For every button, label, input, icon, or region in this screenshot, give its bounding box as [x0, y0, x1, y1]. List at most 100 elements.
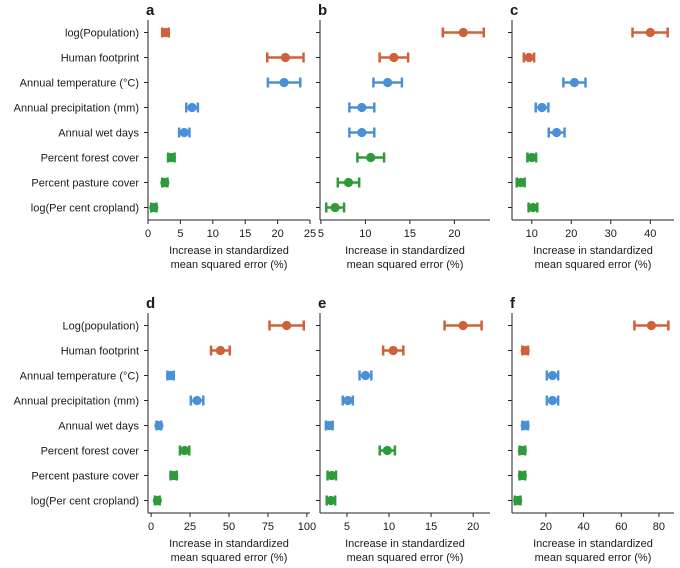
- data-point: [524, 52, 534, 63]
- data-point: [160, 27, 171, 38]
- panel-a: a log(Population) Human footprint Annual te…: [14, 2, 316, 271]
- x-tick-label: 20: [540, 521, 552, 533]
- data-point: [357, 127, 367, 138]
- x-tick-label: 75: [262, 521, 274, 533]
- panel-c: c 10 20 30 40 Increase in standardized mean sq…: [508, 2, 674, 271]
- x-tick-label: 25: [304, 228, 316, 240]
- x-tick-label: 40: [644, 228, 656, 240]
- x-axis-label: mean squared error (%): [535, 259, 652, 271]
- data-point: [458, 27, 468, 38]
- data-point: [537, 102, 547, 113]
- category-label: Annual wet days: [58, 128, 139, 140]
- category-label: Human footprint: [61, 346, 139, 358]
- x-tick-label: 15: [425, 521, 437, 533]
- panel-letter: d: [146, 295, 155, 312]
- data-point: [552, 127, 562, 138]
- data-point: [382, 445, 392, 456]
- x-axis-label: mean squared error (%): [171, 259, 288, 271]
- x-tick-label: 100: [298, 521, 316, 533]
- data-point: [324, 420, 334, 431]
- data-point: [343, 395, 353, 406]
- x-tick-label: 20: [271, 228, 283, 240]
- category-label: Annual temperature (°C): [20, 371, 139, 383]
- data-point: [187, 102, 197, 113]
- data-point: [389, 52, 399, 63]
- data-point: [528, 202, 538, 213]
- x-tick-label: 80: [653, 521, 665, 533]
- x-axis-label: Increase in standardized: [345, 245, 465, 257]
- data-point: [645, 27, 655, 38]
- category-label: log(Population): [65, 28, 139, 40]
- data-point: [547, 370, 558, 381]
- panel-letter: c: [510, 2, 518, 19]
- x-tick-label: 20: [467, 521, 479, 533]
- x-axis-label: Increase in standardized: [169, 245, 289, 257]
- x-tick-label: 10: [207, 228, 219, 240]
- x-tick-label: 30: [605, 228, 617, 240]
- category-label: Annual temperature (°C): [20, 78, 139, 90]
- data-point: [169, 470, 179, 481]
- data-point: [152, 495, 162, 506]
- data-point: [458, 320, 468, 331]
- data-point: [360, 370, 371, 381]
- data-point: [215, 345, 226, 356]
- panel-d: d Log(population) Human footprint Annual te…: [14, 295, 316, 564]
- category-label: Percent forest cover: [41, 153, 140, 165]
- data-point: [527, 152, 537, 163]
- x-tick-label: 10: [383, 521, 395, 533]
- panel-letter: e: [318, 295, 326, 312]
- category-label: Percent forest cover: [41, 446, 140, 458]
- data-point: [357, 102, 367, 113]
- data-point: [166, 152, 176, 163]
- data-point: [154, 420, 164, 431]
- data-point: [330, 202, 340, 213]
- data-point: [547, 395, 558, 406]
- x-tick-label: 20: [448, 228, 460, 240]
- data-point: [149, 202, 159, 213]
- data-point: [165, 370, 176, 381]
- data-point: [388, 345, 398, 356]
- x-tick-label: 5: [318, 228, 324, 240]
- data-point: [516, 177, 526, 188]
- category-label: log(Per cent cropland): [31, 496, 139, 508]
- category-label: Human footprint: [61, 53, 139, 65]
- x-tick-label: 20: [565, 228, 577, 240]
- x-tick-label: 15: [239, 228, 251, 240]
- x-tick-label: 15: [404, 228, 416, 240]
- x-tick-label: 60: [615, 521, 627, 533]
- data-point: [366, 152, 376, 163]
- data-point: [279, 77, 289, 88]
- x-axis-label: mean squared error (%): [171, 552, 288, 564]
- x-tick-label: 0: [145, 228, 151, 240]
- data-point: [160, 177, 170, 188]
- x-axis-label: Increase in standardized: [533, 538, 653, 550]
- category-label: Annual precipitation (mm): [14, 396, 139, 408]
- data-point: [343, 177, 354, 188]
- data-point: [383, 77, 393, 88]
- x-axis-label: mean squared error (%): [347, 552, 464, 564]
- data-point: [326, 495, 336, 506]
- x-tick-label: 5: [177, 228, 183, 240]
- x-axis-label: Increase in standardized: [169, 538, 289, 550]
- data-point: [517, 470, 527, 481]
- category-label: Percent pasture cover: [31, 178, 139, 190]
- x-axis-label: Increase in standardized: [533, 245, 653, 257]
- category-label: log(Per cent cropland): [31, 203, 139, 215]
- data-point: [569, 77, 580, 88]
- data-point: [327, 470, 337, 481]
- category-label: Percent pasture cover: [31, 471, 139, 483]
- data-point: [520, 420, 530, 431]
- data-point: [520, 345, 530, 356]
- category-label: Log(population): [63, 321, 139, 333]
- x-tick-label: 25: [184, 521, 196, 533]
- data-point: [192, 395, 202, 406]
- x-axis-label: Increase in standardized: [345, 538, 465, 550]
- data-point: [180, 445, 190, 456]
- data-point: [282, 320, 292, 331]
- panel-letter: a: [146, 2, 155, 19]
- x-tick-label: 10: [526, 228, 538, 240]
- x-tick-label: 0: [148, 521, 154, 533]
- data-point: [513, 495, 523, 506]
